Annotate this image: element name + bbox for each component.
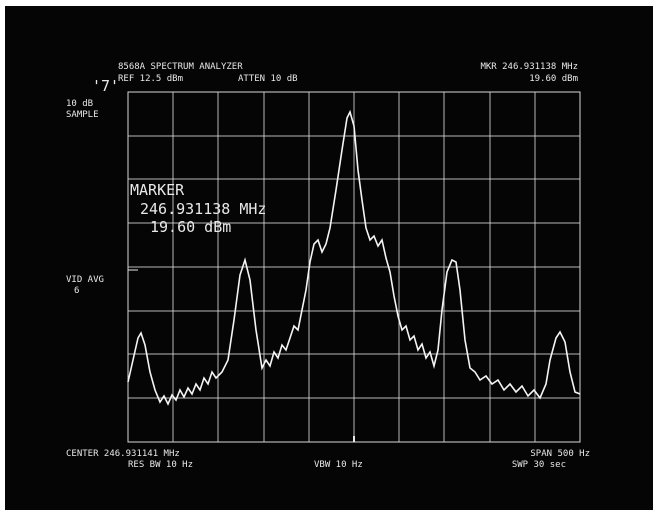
screen	[5, 6, 653, 510]
detector-label: SAMPLE	[66, 110, 99, 120]
marker-title: MARKER	[130, 181, 185, 199]
marker-level: 19.60 dBm	[529, 74, 578, 84]
sweep-time: SWP 30 sec	[512, 460, 566, 470]
vid-avg-count: 6	[74, 286, 79, 296]
model-label: 8568A SPECTRUM ANALYZER	[118, 62, 243, 72]
trace-id: '7'	[92, 77, 119, 95]
resolution-bandwidth: RES BW 10 Hz	[128, 460, 193, 470]
scale-label: 10 dB	[66, 99, 93, 109]
marker-readout-level: 19.60 dBm	[150, 218, 231, 236]
marker-readout-frequency: 246.931138 MHz	[140, 200, 266, 218]
spectrum-trace	[127, 109, 581, 406]
marker-frequency: MKR 246.931138 MHz	[480, 62, 578, 72]
center-frequency: CENTER 246.931141 MHz	[66, 449, 180, 459]
span: SPAN 500 Hz	[530, 449, 590, 459]
vid-avg-label: VID AVG	[66, 275, 104, 285]
ref-level: REF 12.5 dBm	[118, 74, 183, 84]
attenuation: ATTEN 10 dB	[238, 74, 298, 84]
video-bandwidth: VBW 10 Hz	[314, 460, 363, 470]
graticule	[127, 91, 581, 443]
